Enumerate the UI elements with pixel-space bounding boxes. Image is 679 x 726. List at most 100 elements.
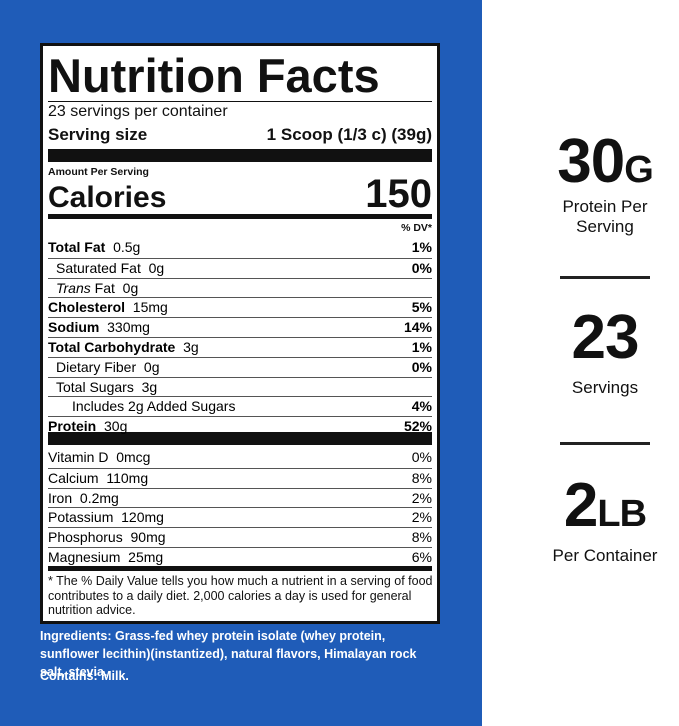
nutrient-row: Total Fat 0.5g 1%: [48, 238, 432, 257]
nutrient-dv: 0%: [411, 259, 432, 276]
stat-label: Servings: [571, 378, 639, 397]
stat-value: 23: [571, 303, 640, 372]
stat: 30G Protein Per Serving: [530, 126, 679, 237]
stat: 23 Servings: [530, 302, 679, 398]
nutrient-dv: 5%: [411, 299, 432, 316]
contains: Contains: Milk.: [40, 667, 440, 685]
nutrient-row: Vitamin D 0mcg 0%: [48, 448, 432, 467]
nutrient-name-cell: Phosphorus 90mg: [48, 528, 166, 547]
nutrient-name-cell: Saturated Fat 0g: [56, 259, 164, 278]
nutrient-dv: 6%: [411, 549, 432, 565]
serving-size-value: 1 Scoop (1/3 c) (39g): [266, 125, 432, 144]
nutrient-dv: 2%: [411, 489, 432, 506]
nutrient-row: Trans Fat 0g: [48, 277, 432, 298]
nutrient-name: Phosphorus: [48, 529, 123, 546]
nutrient-name: Total Carbohydrate: [48, 339, 176, 355]
nutrient-name-cell: Total Carbohydrate 3g: [48, 338, 199, 357]
nutrient-row: Magnesium 25mg 6%: [48, 547, 432, 567]
rule: [48, 432, 432, 445]
nutrient-amount: 0g: [148, 259, 165, 276]
serving-size-label: Serving size: [48, 125, 148, 144]
nutrient-dv: 8%: [411, 529, 432, 546]
ingredients-label: Ingredients:: [40, 629, 112, 643]
nutrient-name-cell: Vitamin D 0mcg: [48, 448, 150, 467]
amount-per-serving: Amount Per Serving: [48, 166, 149, 178]
nutrient-amount: 30g: [104, 418, 128, 435]
nutrient-amount: 25mg: [128, 549, 164, 565]
nutrition-label: Nutrition Facts 23 servings per containe…: [40, 43, 440, 624]
nutrient-name: Magnesium: [48, 549, 121, 565]
nutrient-name-cell: Sodium 330mg: [48, 318, 150, 337]
stat-label: Protein Per Serving: [562, 197, 648, 236]
nutrient-row: Phosphorus 90mg 8%: [48, 527, 432, 547]
nutrient-dv: 4%: [411, 398, 432, 415]
nutrient-name: Fat: [94, 279, 115, 296]
nutrient-amount: 0mcg: [116, 449, 151, 465]
nutrient-amount: 330mg: [107, 319, 150, 336]
nutrient-name: Sodium: [48, 319, 100, 336]
contains-label: Contains:: [40, 669, 98, 683]
nutrient-row: Dietary Fiber 0g 0%: [48, 356, 432, 377]
nutrient-dv: 8%: [411, 469, 432, 486]
nutrient-amount: 3g: [183, 339, 199, 355]
nutrient-amount: 0.5g: [113, 239, 141, 255]
nutrient-dv: 0%: [411, 358, 432, 375]
nutrient-name-cell: Cholesterol 15mg: [48, 298, 168, 317]
rule: [48, 149, 432, 162]
nutrient-amount: 0g: [143, 358, 160, 375]
divider: [560, 442, 650, 445]
divider: [560, 276, 650, 279]
nutrient-name: Dietary Fiber: [56, 358, 137, 375]
nutrient-dv: 14%: [403, 319, 432, 336]
footnote: * The % Daily Value tells you how much a…: [48, 574, 433, 617]
nutrient-name: Total Fat: [48, 239, 106, 255]
nutrient-name: Calcium: [48, 469, 99, 486]
contains-text: Milk.: [101, 669, 129, 683]
dv-header: % DV*: [401, 222, 432, 234]
nutrient-amount: 3g: [141, 378, 158, 395]
nutrient-amount: 0.2mg: [79, 489, 119, 506]
stat-value: 30: [557, 127, 625, 196]
nutrient-prefix: Trans: [56, 279, 91, 296]
label-title: Nutrition Facts: [48, 49, 380, 102]
nutrient-amount: 120mg: [121, 509, 164, 526]
nutrient-name-cell: Potassium 120mg: [48, 508, 164, 527]
nutrient-name-cell: Total Fat 0.5g: [48, 238, 140, 257]
nutrient-row: Includes 2g Added Sugars 4%: [48, 396, 432, 416]
nutrient-name: Protein: [48, 418, 97, 435]
nutrient-amount: 0g: [122, 279, 139, 296]
nutrient-row: Protein 30g 52%: [48, 416, 432, 436]
nutrient-name-cell: Includes 2g Added Sugars: [72, 397, 235, 416]
nutrient-row: Saturated Fat 0g 0%: [48, 257, 432, 278]
ingredients: Ingredients: Grass-fed whey protein isol…: [40, 627, 440, 681]
nutrient-row: Total Sugars 3g: [48, 376, 432, 397]
nutrient-name-cell: Magnesium 25mg: [48, 548, 163, 567]
nutrient-dv: 1%: [411, 239, 432, 255]
nutrient-name: Total Sugars: [56, 378, 134, 395]
nutrient-name-cell: Trans Fat 0g: [56, 279, 138, 298]
nutrient-amount: 110mg: [106, 469, 149, 486]
rule: [48, 214, 432, 219]
servings: 23 servings per container: [48, 103, 228, 120]
stat-unit: LB: [597, 493, 647, 535]
nutrient-name-cell: Calcium 110mg: [48, 469, 148, 488]
nutrient-name: Includes 2g Added Sugars: [72, 398, 236, 415]
nutrient-name-cell: Iron 0.2mg: [48, 489, 119, 508]
nutrient-row: Potassium 120mg 2%: [48, 507, 432, 527]
stat-value: 2: [563, 471, 598, 540]
stat-label: Per Container: [552, 546, 658, 565]
nutrient-dv: 0%: [411, 449, 432, 465]
nutrient-row: Iron 0.2mg 2%: [48, 487, 432, 508]
stat-unit: G: [624, 149, 654, 191]
nutrient-row: Total Carbohydrate 3g 1%: [48, 337, 432, 357]
calories-label: Calories: [48, 181, 167, 214]
nutrient-name: Vitamin D: [48, 449, 109, 465]
nutrient-name: Potassium: [48, 509, 114, 526]
nutrient-dv: 2%: [411, 509, 432, 526]
calories-value: 150: [365, 172, 432, 216]
rule: [48, 566, 432, 571]
nutrient-row: Calcium 110mg 8%: [48, 467, 432, 488]
nutrient-amount: 90mg: [130, 529, 166, 546]
nutrient-amount: 15mg: [132, 299, 168, 316]
